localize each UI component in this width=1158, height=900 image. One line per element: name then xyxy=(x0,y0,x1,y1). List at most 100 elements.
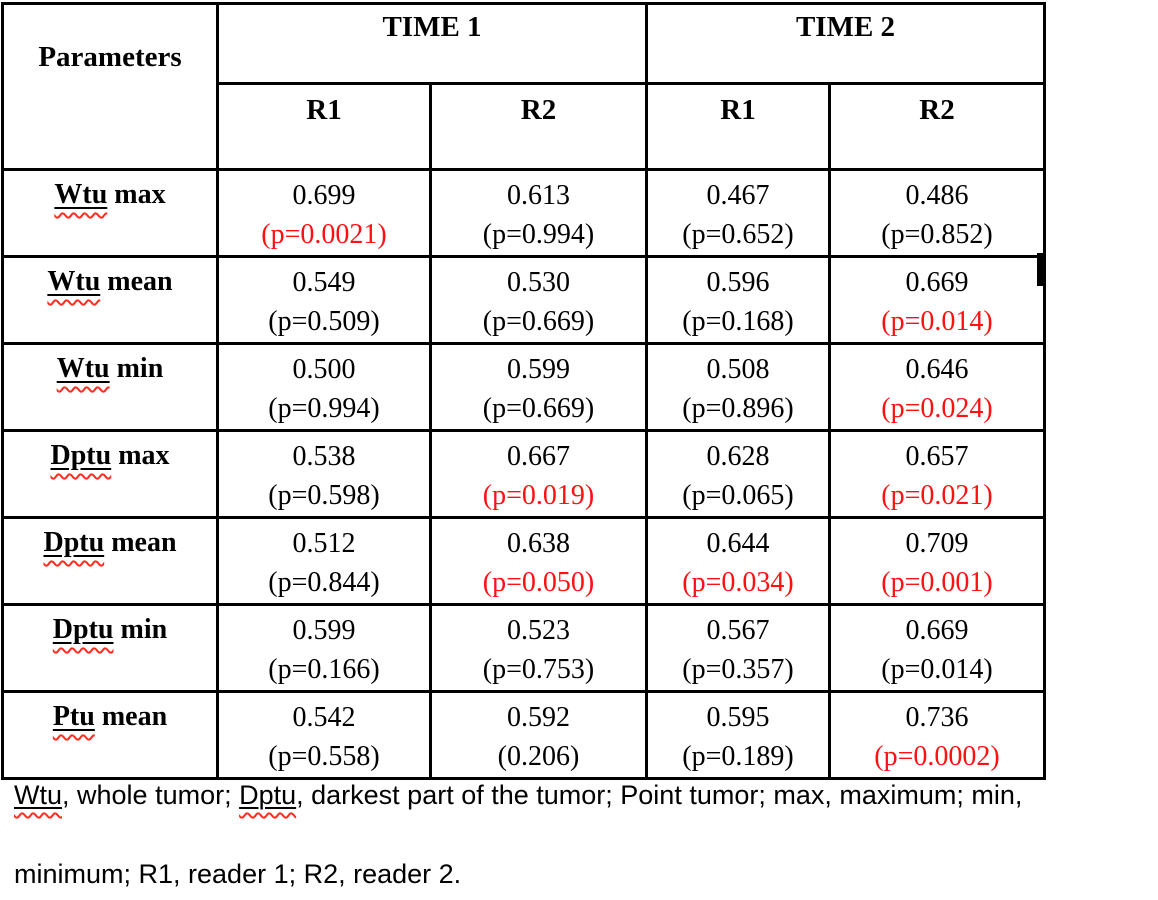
cell-pvalue: (p=0.509) xyxy=(268,306,380,337)
cell-value: 0.669 xyxy=(905,267,969,298)
cell-pvalue: (p=0.034) xyxy=(682,567,794,598)
time2-header: TIME 2 xyxy=(645,2,1046,85)
table-cell: 0.628 (p=0.065) xyxy=(645,429,831,519)
cell-pvalue: (p=0.166) xyxy=(268,654,380,685)
spellcheck-squiggle: Dptu xyxy=(50,440,112,471)
time1-r2-header: R2 xyxy=(429,82,648,171)
cell-value: 0.699 xyxy=(292,180,356,211)
cell-pvalue: (p=0.168) xyxy=(682,306,794,337)
cell-value: 0.467 xyxy=(706,180,770,211)
text-cursor xyxy=(1037,253,1045,286)
table-cell: 0.613 (p=0.994) xyxy=(429,168,648,258)
cell-value: 0.596 xyxy=(706,267,770,298)
spellcheck-squiggle: Wtu xyxy=(14,780,63,810)
cell-value: 0.599 xyxy=(292,615,356,646)
spellcheck-squiggle: Dptu xyxy=(52,614,114,645)
row-label-dptu-min: Dptu min xyxy=(1,603,219,693)
correlation-results-table: Parameters TIME 1 TIME 2 R1 R2 R1 R2 Wtu… xyxy=(1,2,1046,780)
table-cell: 0.549 (p=0.509) xyxy=(216,255,432,345)
spellcheck-squiggle: Dptu xyxy=(43,527,105,558)
cell-pvalue: (p=0.019) xyxy=(482,480,595,511)
table-cell: 0.638 (p=0.050) xyxy=(429,516,648,606)
cell-value: 0.500 xyxy=(292,354,356,385)
cell-value: 0.646 xyxy=(905,354,969,385)
spellcheck-squiggle: Ptu xyxy=(52,701,95,732)
cell-pvalue: (p=0.558) xyxy=(268,741,380,772)
cell-value: 0.709 xyxy=(905,528,969,559)
cell-pvalue: (p=0.050) xyxy=(482,567,595,598)
table-cell: 0.667 (p=0.019) xyxy=(429,429,648,519)
table-cell: 0.523 (p=0.753) xyxy=(429,603,648,693)
table-cell: 0.592 (0.206) xyxy=(429,690,648,780)
table-cell: 0.467 (p=0.652) xyxy=(645,168,831,258)
cell-pvalue: (p=0.357) xyxy=(682,654,794,685)
footnote-line-1: Wtu, whole tumor; Dptu, darkest part of … xyxy=(14,780,1023,810)
cell-value: 0.595 xyxy=(706,702,770,733)
table-cell: 0.500 (p=0.994) xyxy=(216,342,432,432)
cell-value: 0.567 xyxy=(706,615,770,646)
cell-pvalue: (p=0.598) xyxy=(268,480,380,511)
cell-pvalue: (p=0.014) xyxy=(881,306,993,337)
table-cell: 0.736 (p=0.0002) xyxy=(828,690,1046,780)
table-cell: 0.646 (p=0.024) xyxy=(828,342,1046,432)
footnote-line-2: minimum; R1, reader 1; R2, reader 2. xyxy=(14,859,462,889)
table-row: Wtu min 0.500 (p=0.994) 0.599 (p=0.669) 0.… xyxy=(1,342,1046,432)
table-cell: 0.599 (p=0.166) xyxy=(216,603,432,693)
cell-pvalue: (p=0.994) xyxy=(268,393,380,424)
table-cell: 0.669 (p=0.014) xyxy=(828,603,1046,693)
cell-value: 0.669 xyxy=(905,615,969,646)
cell-value: 0.644 xyxy=(706,528,770,559)
cell-value: 0.628 xyxy=(706,441,770,472)
spellcheck-squiggle: Wtu xyxy=(56,353,110,384)
parameters-header: Parameters xyxy=(1,2,219,171)
cell-pvalue: (p=0.669) xyxy=(482,393,595,424)
cell-value: 0.508 xyxy=(706,354,770,385)
table-cell: 0.542 (p=0.558) xyxy=(216,690,432,780)
cell-value: 0.657 xyxy=(905,441,969,472)
cell-pvalue: (p=0.669) xyxy=(482,306,595,337)
cell-pvalue: (p=0.896) xyxy=(682,393,794,424)
cell-pvalue: (p=0.189) xyxy=(682,741,794,772)
spellcheck-squiggle: Wtu xyxy=(47,266,101,297)
cell-pvalue: (p=0.001) xyxy=(881,567,993,598)
spellcheck-squiggle: Wtu xyxy=(54,179,108,210)
spellcheck-squiggle: Dptu xyxy=(239,780,297,810)
cell-pvalue: (p=0.0021) xyxy=(261,219,387,250)
table-row: Dptu mean 0.512 (p=0.844) 0.638 (p=0.050) … xyxy=(1,516,1046,606)
cell-pvalue: (p=0.652) xyxy=(682,219,794,250)
cell-pvalue: (p=0.021) xyxy=(881,480,993,511)
time1-r1-header: R1 xyxy=(216,82,432,171)
table-cell: 0.512 (p=0.844) xyxy=(216,516,432,606)
cell-value: 0.592 xyxy=(507,702,570,733)
row-label-ptu-mean: Ptu mean xyxy=(1,690,219,780)
table-cell: 0.699 (p=0.0021) xyxy=(216,168,432,258)
time2-r2-header: R2 xyxy=(828,82,1046,171)
table-row: Wtu max 0.699 (p=0.0021) 0.613 (p=0.994) 0… xyxy=(1,168,1046,258)
cell-value: 0.736 xyxy=(905,702,969,733)
row-label-dptu-mean: Dptu mean xyxy=(1,516,219,606)
table-cell: 0.644 (p=0.034) xyxy=(645,516,831,606)
row-label-wtu-mean: Wtu mean xyxy=(1,255,219,345)
table-cell: 0.709 (p=0.001) xyxy=(828,516,1046,606)
table-row: Dptu max 0.538 (p=0.598) 0.667 (p=0.019) 0… xyxy=(1,429,1046,519)
row-label-dptu-max: Dptu max xyxy=(1,429,219,519)
table-cell: 0.508 (p=0.896) xyxy=(645,342,831,432)
cell-pvalue: (p=0.024) xyxy=(881,393,993,424)
table-cell: 0.595 (p=0.189) xyxy=(645,690,831,780)
table-cell: 0.596 (p=0.168) xyxy=(645,255,831,345)
cell-pvalue: (p=0.852) xyxy=(881,219,993,250)
table-cell: 0.599 (p=0.669) xyxy=(429,342,648,432)
table-cell: 0.538 (p=0.598) xyxy=(216,429,432,519)
time2-r1-header: R1 xyxy=(645,82,831,171)
table-cell: 0.669 (p=0.014) xyxy=(828,255,1046,345)
time1-header: TIME 1 xyxy=(216,2,648,85)
cell-value: 0.667 xyxy=(507,441,570,472)
row-label-wtu-min: Wtu min xyxy=(1,342,219,432)
row-label-wtu-max: Wtu max xyxy=(1,168,219,258)
cell-value: 0.638 xyxy=(507,528,570,559)
cell-pvalue: (p=0.753) xyxy=(482,654,595,685)
table-cell: 0.657 (p=0.021) xyxy=(828,429,1046,519)
cell-value: 0.613 xyxy=(507,180,570,211)
cell-value: 0.486 xyxy=(905,180,969,211)
cell-value: 0.599 xyxy=(507,354,570,385)
